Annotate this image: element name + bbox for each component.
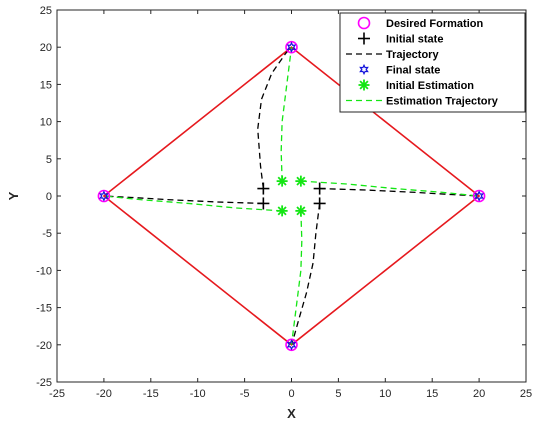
y-tick-label: 15 bbox=[40, 79, 52, 91]
estimation-trajectory-line bbox=[103, 195, 283, 212]
y-tick-label: -5 bbox=[42, 228, 52, 240]
y-tick-label: 10 bbox=[40, 117, 52, 129]
legend-box bbox=[339, 12, 526, 113]
y-tick-label: 5 bbox=[46, 154, 52, 166]
y-tick-label: 20 bbox=[40, 42, 52, 54]
x-tick-label: -25 bbox=[49, 388, 65, 400]
x-tick-label: 20 bbox=[473, 388, 485, 400]
legend-trajectory-label: Trajectory bbox=[386, 49, 439, 61]
legend-initial-estimation-label: Initial Estimation bbox=[386, 80, 474, 92]
y-tick-label: -15 bbox=[36, 303, 52, 315]
final-state-marker bbox=[286, 41, 297, 53]
initial-estimation-marker bbox=[276, 205, 288, 217]
initial-state-marker bbox=[313, 182, 326, 195]
x-tick-label: -20 bbox=[96, 388, 112, 400]
legend-initial-estimation-swatch bbox=[358, 79, 370, 91]
legend-initial-state-swatch bbox=[358, 32, 370, 45]
x-axis-label: X bbox=[287, 406, 296, 421]
initial-estimation-marker bbox=[295, 205, 307, 217]
tick-labels: -25 -20 -15 -10 -5 0 5 10 15 20 25 -25 -20 -15 -10 -5 0 5… bbox=[36, 5, 532, 400]
x-tick-label: -10 bbox=[190, 388, 206, 400]
plot-area bbox=[97, 40, 486, 352]
legend-final-state-swatch bbox=[359, 63, 369, 76]
x-tick-label: -15 bbox=[143, 388, 159, 400]
trajectory-line bbox=[257, 46, 292, 189]
trajectory-line bbox=[319, 187, 480, 197]
initial-state-marker bbox=[313, 197, 326, 210]
trajectory-line bbox=[103, 195, 264, 205]
x-tick-label: 0 bbox=[288, 388, 294, 400]
trajectory-line bbox=[290, 203, 321, 345]
y-axis-label: Y bbox=[6, 191, 21, 200]
final-state-marker bbox=[474, 190, 484, 202]
initial-state-marker bbox=[257, 182, 270, 195]
estimation-trajectory-line bbox=[300, 180, 480, 197]
x-tick-label: 10 bbox=[379, 388, 391, 400]
estimation-trajectory-line bbox=[290, 210, 303, 345]
y-tick-label: 0 bbox=[46, 191, 52, 203]
initial-estimation-marker bbox=[295, 175, 307, 187]
initial-estimation-marker bbox=[276, 175, 288, 187]
final-state-marker bbox=[99, 190, 109, 202]
legend-desired-formation-swatch bbox=[357, 16, 371, 30]
x-tick-label: 15 bbox=[426, 388, 438, 400]
initial-state-marker bbox=[257, 197, 270, 210]
x-tick-label: -5 bbox=[240, 388, 250, 400]
y-tick-label: -10 bbox=[36, 265, 52, 277]
y-tick-label: -25 bbox=[36, 377, 52, 389]
x-tick-label: 25 bbox=[520, 388, 532, 400]
legend-desired-formation-label: Desired Formation bbox=[386, 18, 483, 30]
legend-initial-state-label: Initial state bbox=[386, 34, 443, 46]
final-state-marker bbox=[286, 339, 297, 351]
y-tick-label: -20 bbox=[36, 340, 52, 352]
legend-estimation-trajectory-label: Estimation Trajectory bbox=[386, 96, 499, 108]
estimation-trajectory-line bbox=[280, 47, 293, 182]
x-tick-label: 5 bbox=[335, 388, 341, 400]
legend: Desired Formation Initial state Trajectory… bbox=[339, 12, 526, 113]
legend-final-state-label: Final state bbox=[386, 65, 440, 77]
y-tick-label: 25 bbox=[40, 5, 52, 17]
